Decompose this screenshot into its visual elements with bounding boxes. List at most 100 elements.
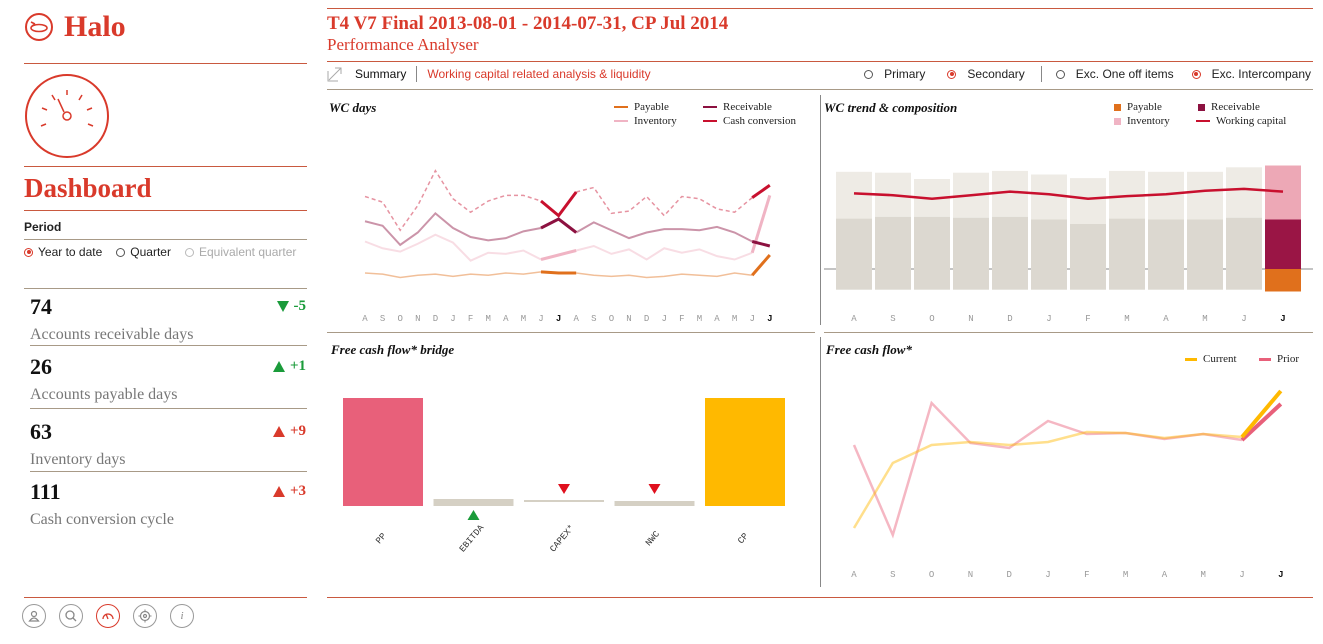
x-tick-label: S — [890, 314, 895, 324]
x-tick-label: J — [1045, 570, 1050, 580]
kpi-label: Cash conversion cycle — [30, 511, 174, 528]
series-line-current — [575, 244, 753, 261]
legend-item[interactable]: Inventory — [614, 115, 677, 127]
legend-item[interactable]: Receivable — [1198, 101, 1260, 113]
bridge-bar — [614, 501, 695, 506]
x-tick-label: CAPEX* — [548, 523, 576, 554]
x-tick-label: J — [450, 314, 455, 324]
x-tick-label: M — [1123, 570, 1128, 580]
kpi-payable-days[interactable]: 26 Accounts payable days +1 — [30, 354, 306, 404]
breadcrumb[interactable]: Working capital related analysis & liqui… — [427, 67, 651, 81]
info-icon[interactable]: i — [170, 604, 194, 628]
x-tick-label: EBITDA — [458, 523, 487, 555]
view-primary[interactable]: Primary — [864, 67, 925, 81]
legend-item[interactable]: Receivable — [703, 101, 772, 113]
expand-icon[interactable] — [327, 66, 343, 82]
bar-segment-dark — [875, 216, 911, 290]
x-tick-label: D — [1006, 570, 1011, 580]
series-line — [852, 400, 1243, 539]
kpi-delta: +3 — [272, 483, 306, 500]
legend-item[interactable]: Inventory — [1114, 115, 1170, 127]
series-line-prior — [364, 233, 542, 262]
kpi-receivable-days[interactable]: 74 Accounts receivable days -5 — [30, 294, 306, 344]
x-tick-label: M — [1202, 314, 1207, 324]
report-title: T4 V7 Final 2013-08-01 - 2014-07-31, CP … — [327, 13, 729, 34]
series-line-prior — [364, 271, 542, 279]
x-tick-label: S — [591, 314, 596, 324]
search-icon[interactable] — [59, 604, 83, 628]
legend-item[interactable]: Cash conversion — [703, 115, 796, 127]
working-capital-line — [853, 187, 1284, 201]
up-arrow-icon — [272, 486, 285, 497]
x-tick-label: O — [609, 314, 614, 324]
chart-title-wc-trend: WC trend & composition — [824, 100, 958, 115]
report-subtitle: Performance Analyser — [327, 35, 479, 54]
legend-item[interactable]: Prior — [1259, 353, 1299, 365]
bar-payable — [1265, 269, 1301, 292]
period-selector: Year to date Quarter Equivalent quarter — [24, 245, 296, 259]
period-option-equivalent-quarter: Equivalent quarter — [184, 245, 296, 259]
bar-segment-dark — [1109, 218, 1145, 290]
kpi-inventory-days[interactable]: 63 Inventory days +9 — [30, 419, 306, 469]
x-tick-label: M — [697, 314, 702, 324]
bar-segment-dark — [1226, 217, 1262, 290]
app-name: Halo — [64, 10, 126, 43]
up-arrow-icon — [467, 510, 480, 520]
halo-logo-icon — [25, 13, 53, 41]
bottom-nav: i — [22, 604, 194, 628]
bar-segment-dark — [1031, 219, 1067, 290]
x-tick-label: J — [538, 314, 543, 324]
x-tick-label: J — [556, 314, 561, 324]
view-secondary[interactable]: Secondary — [947, 67, 1025, 81]
x-tick-label: O — [929, 570, 934, 580]
down-arrow-icon — [648, 484, 661, 494]
legend-item[interactable]: Working capital — [1196, 115, 1286, 127]
kpi-delta: -5 — [276, 298, 306, 315]
fcf-bridge-chart: PP EBITDA CAPEX* NWC CP — [343, 398, 785, 555]
series-line-current — [576, 272, 753, 279]
user-icon[interactable] — [22, 604, 46, 628]
kpi-label: Accounts payable days — [30, 386, 178, 403]
x-tick-label: A — [503, 314, 509, 324]
bar-segment-dark — [1187, 219, 1223, 290]
dashboard-gauge-icon[interactable] — [96, 604, 120, 628]
bridge-bar — [433, 499, 514, 506]
series-highlight — [1240, 389, 1283, 439]
x-tick-label: A — [851, 314, 857, 324]
series-highlight — [540, 191, 578, 218]
bar-segment-dark — [992, 216, 1028, 290]
period-option-ytd[interactable]: Year to date — [24, 245, 102, 259]
legend-item[interactable]: Payable — [614, 101, 669, 113]
kpi-cash-conversion-cycle[interactable]: 111 Cash conversion cycle +3 — [30, 479, 306, 529]
x-tick-label: N — [415, 314, 420, 324]
period-option-quarter[interactable]: Quarter — [116, 245, 171, 259]
kpi-delta: +9 — [272, 423, 306, 440]
x-tick-label: J — [749, 314, 754, 324]
target-icon[interactable] — [133, 604, 157, 628]
period-label: Period — [24, 220, 62, 234]
app-logo[interactable]: Halo — [24, 10, 126, 44]
series-line-prior — [364, 211, 542, 247]
series-highlight — [540, 270, 577, 275]
bar-segment-light — [1187, 171, 1223, 220]
x-tick-label: J — [661, 314, 666, 324]
series-highlight — [1240, 402, 1283, 442]
legend-item[interactable]: Payable — [1114, 101, 1162, 113]
legend-item[interactable]: Current — [1185, 353, 1237, 365]
x-tick-label: S — [380, 314, 385, 324]
x-tick-label: N — [968, 314, 973, 324]
x-tick-label: F — [468, 314, 473, 324]
up-arrow-icon — [272, 426, 285, 437]
x-tick-label: A — [573, 314, 579, 324]
chart-title-wc-days: WC days — [329, 100, 377, 115]
down-arrow-icon — [558, 484, 570, 494]
bar-receivable — [1265, 219, 1301, 269]
filter-exc-one-off[interactable]: Exc. One off items — [1055, 67, 1174, 81]
kpi-value: 74 — [30, 294, 52, 319]
series-line-prior — [364, 169, 542, 232]
chart-title-fcf: Free cash flow* — [826, 342, 912, 357]
filter-exc-intercompany[interactable]: Exc. Intercompany — [1191, 67, 1311, 81]
summary-link[interactable]: Summary — [355, 67, 407, 81]
x-tick-label: F — [1085, 314, 1090, 324]
